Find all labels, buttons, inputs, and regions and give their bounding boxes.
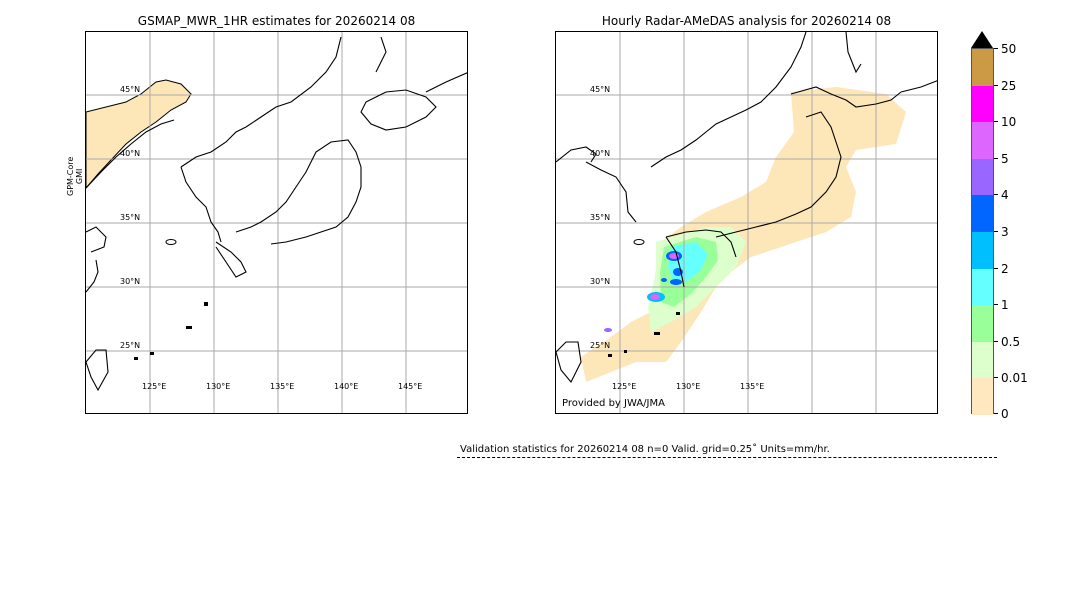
colorbar-label-4: 4 <box>1001 188 1009 202</box>
satellite-label: GPM-Core <box>66 156 75 196</box>
lon-label-125: 125°E <box>142 382 167 391</box>
lat-label-45: 45°N <box>590 85 611 94</box>
lat-label-25: 25°N <box>120 341 141 350</box>
sensor-label: GMI <box>75 168 84 185</box>
colorbar-seg-1-2 <box>972 268 993 306</box>
left-map-title: GSMAP_MWR_1HR estimates for 20260214 08 <box>137 14 416 28</box>
colorbar-tick <box>994 85 998 86</box>
colorbar-label-2: 2 <box>1001 262 1009 276</box>
lat-label-35: 35°N <box>590 213 611 222</box>
validation-statistics: Validation statistics for 20260214 08 n=… <box>460 444 830 455</box>
lon-label-140: 140°E <box>334 382 359 391</box>
right-map-title: Hourly Radar-AMeDAS analysis for 2026021… <box>601 14 892 28</box>
lat-label-40: 40°N <box>590 149 611 158</box>
colorbar-seg-0.01-0.5 <box>972 341 993 379</box>
colorbar-label-0.5: 0.5 <box>1001 335 1021 349</box>
lat-label-30: 30°N <box>590 277 611 286</box>
validation-divider <box>457 457 997 458</box>
lon-label-135: 135°E <box>740 382 765 391</box>
colorbar-tick <box>994 413 998 414</box>
colorbar-tick <box>994 231 998 232</box>
right-map-graphic <box>556 32 937 413</box>
colorbar-seg-4-5 <box>972 158 993 196</box>
colorbar-seg-3-4 <box>972 195 993 232</box>
lat-label-25: 25°N <box>590 341 611 350</box>
colorbar-seg-2-3 <box>972 232 993 269</box>
colorbar-tick <box>994 341 998 342</box>
colorbar-label-10: 10 <box>1001 115 1017 129</box>
lat-label-45: 45°N <box>120 85 141 94</box>
colorbar-label-1: 1 <box>1001 298 1009 312</box>
colorbar-tick <box>994 304 998 305</box>
colorbar-label-0: 0 <box>1001 407 1009 421</box>
colorbar-label-0.01: 0.01 <box>1001 371 1028 385</box>
colorbar-seg-25-50 <box>972 49 993 86</box>
left-map: 45°N 40°N 35°N 30°N 25°N 125°E 130°E 135… <box>85 31 468 414</box>
colorbar-seg-0-0.01 <box>972 378 993 415</box>
colorbar-extend-arrow <box>971 31 993 48</box>
colorbar-tick <box>994 48 998 49</box>
colorbar-label-5: 5 <box>1001 152 1009 166</box>
lon-label-145: 145°E <box>398 382 423 391</box>
lon-label-125: 125°E <box>612 382 637 391</box>
left-map-graphic <box>86 32 467 413</box>
lat-label-35: 35°N <box>120 213 141 222</box>
colorbar-label-25: 25 <box>1001 79 1017 93</box>
lon-label-135: 135°E <box>270 382 295 391</box>
colorbar <box>971 48 994 415</box>
colorbar-tick <box>994 268 998 269</box>
colorbar-tick <box>994 121 998 122</box>
right-map: 45°N 40°N 35°N 30°N 25°N 125°E 130°E 135… <box>555 31 938 414</box>
lat-label-40: 40°N <box>120 149 141 158</box>
colorbar-seg-0.5-1 <box>972 305 993 342</box>
colorbar-seg-5-10 <box>972 122 993 159</box>
colorbar-tick <box>994 377 998 378</box>
colorbar-tick <box>994 194 998 195</box>
data-credit: Provided by JWA/JMA <box>562 398 665 409</box>
colorbar-seg-10-25 <box>972 85 993 123</box>
colorbar-tick <box>994 158 998 159</box>
lon-label-130: 130°E <box>676 382 701 391</box>
satellite-sensor-label: GPM-Core GMI <box>66 157 84 196</box>
colorbar-label-50: 50 <box>1001 42 1017 56</box>
lon-label-130: 130°E <box>206 382 231 391</box>
lat-label-30: 30°N <box>120 277 141 286</box>
colorbar-label-3: 3 <box>1001 225 1009 239</box>
